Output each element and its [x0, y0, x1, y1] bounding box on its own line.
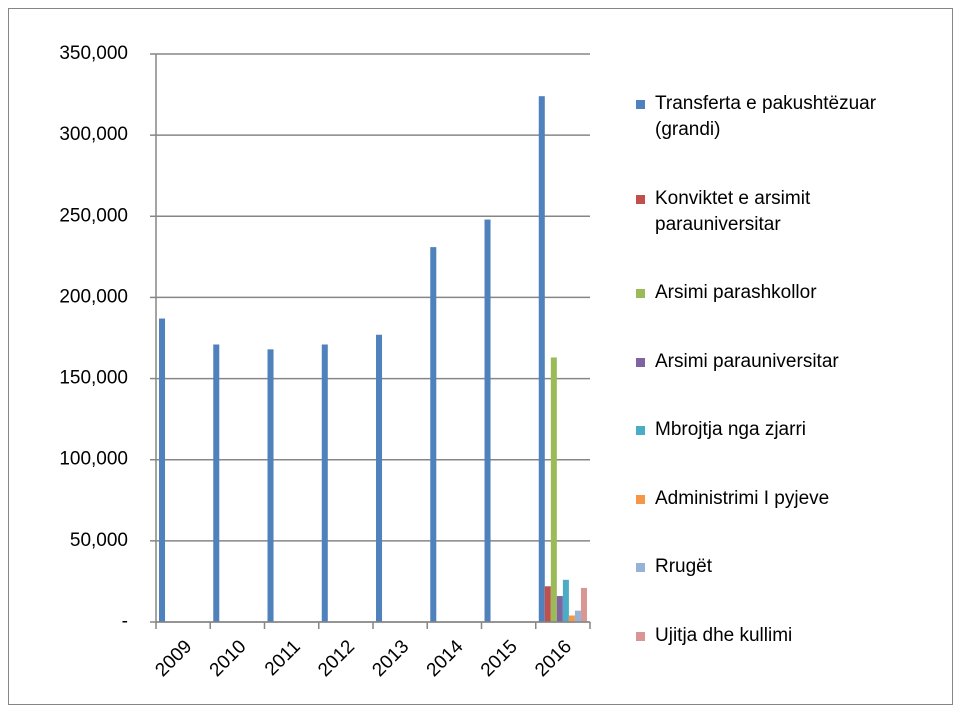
legend-swatch	[636, 426, 645, 436]
x-tick-label: 2015	[477, 636, 522, 681]
legend-label: Arsimi parauniversitar	[655, 350, 839, 372]
chart-border	[8, 8, 953, 705]
legend-swatch	[636, 494, 645, 504]
bar	[538, 96, 545, 623]
legend-entry: Ujitja dhe kullimi	[636, 623, 936, 649]
legend-swatch	[636, 194, 645, 204]
bar	[376, 334, 383, 622]
legend-label: Konviktet e arsimit parauniversitar	[655, 187, 811, 235]
legend-label: Arsimi parashkollor	[655, 282, 817, 304]
x-tick-label: 2014	[423, 636, 468, 681]
bar	[574, 610, 581, 622]
x-tick-label: 2011	[261, 636, 305, 680]
y-tick-label: -	[122, 611, 128, 632]
legend-entry: Rrugët	[636, 554, 936, 580]
legend-entry: Arsimi parashkollor	[636, 280, 936, 306]
y-tick-label: 350,000	[59, 43, 128, 64]
legend-entry: Mbrojtja nga zjarri	[636, 417, 936, 443]
x-tick-label: 2012	[314, 636, 359, 681]
bar	[484, 219, 491, 622]
legend: Transferta e pakushtëzuar (grandi) Konvik…	[636, 70, 936, 670]
bar	[550, 357, 557, 622]
bar	[159, 318, 166, 622]
legend-entry: Administrimi I pyjeve	[636, 486, 936, 512]
legend-entry: Transferta e pakushtëzuar (grandi)	[636, 91, 936, 143]
legend-swatch	[636, 289, 645, 299]
y-tick-label: 250,000	[59, 205, 128, 226]
legend-label: Ujitja dhe kullimi	[655, 624, 793, 646]
y-tick-label: 150,000	[59, 368, 128, 389]
legend-label: Administrimi I pyjeve	[655, 487, 830, 509]
bar	[321, 344, 328, 622]
legend-swatch	[636, 100, 645, 110]
legend-entry: Arsimi parauniversitar	[636, 349, 936, 375]
x-tick-label: 2010	[206, 636, 251, 681]
bar	[430, 247, 437, 622]
y-tick-label: 100,000	[59, 449, 128, 470]
y-tick-label: 50,000	[70, 530, 128, 551]
y-tick-label: 200,000	[59, 286, 128, 307]
bar	[568, 615, 575, 622]
legend-swatch	[636, 631, 645, 641]
y-tick-label: 300,000	[59, 124, 128, 145]
bar	[556, 596, 563, 622]
bar	[562, 579, 569, 622]
x-tick-label: 2016	[531, 636, 576, 681]
bar	[544, 586, 551, 622]
legend-swatch	[636, 357, 645, 367]
legend-label: Rrugët	[655, 556, 713, 578]
legend-label: Mbrojtja nga zjarri	[655, 419, 806, 441]
x-tick-label: 2013	[368, 636, 413, 681]
bar	[213, 344, 220, 622]
bar	[580, 587, 587, 622]
legend-label: Transferta e pakushtëzuar (grandi)	[655, 93, 877, 141]
legend-entry: Konviktet e arsimit parauniversitar	[636, 186, 936, 238]
legend-swatch	[636, 563, 645, 573]
x-tick-label: 2009	[151, 636, 196, 681]
bar	[267, 349, 274, 622]
